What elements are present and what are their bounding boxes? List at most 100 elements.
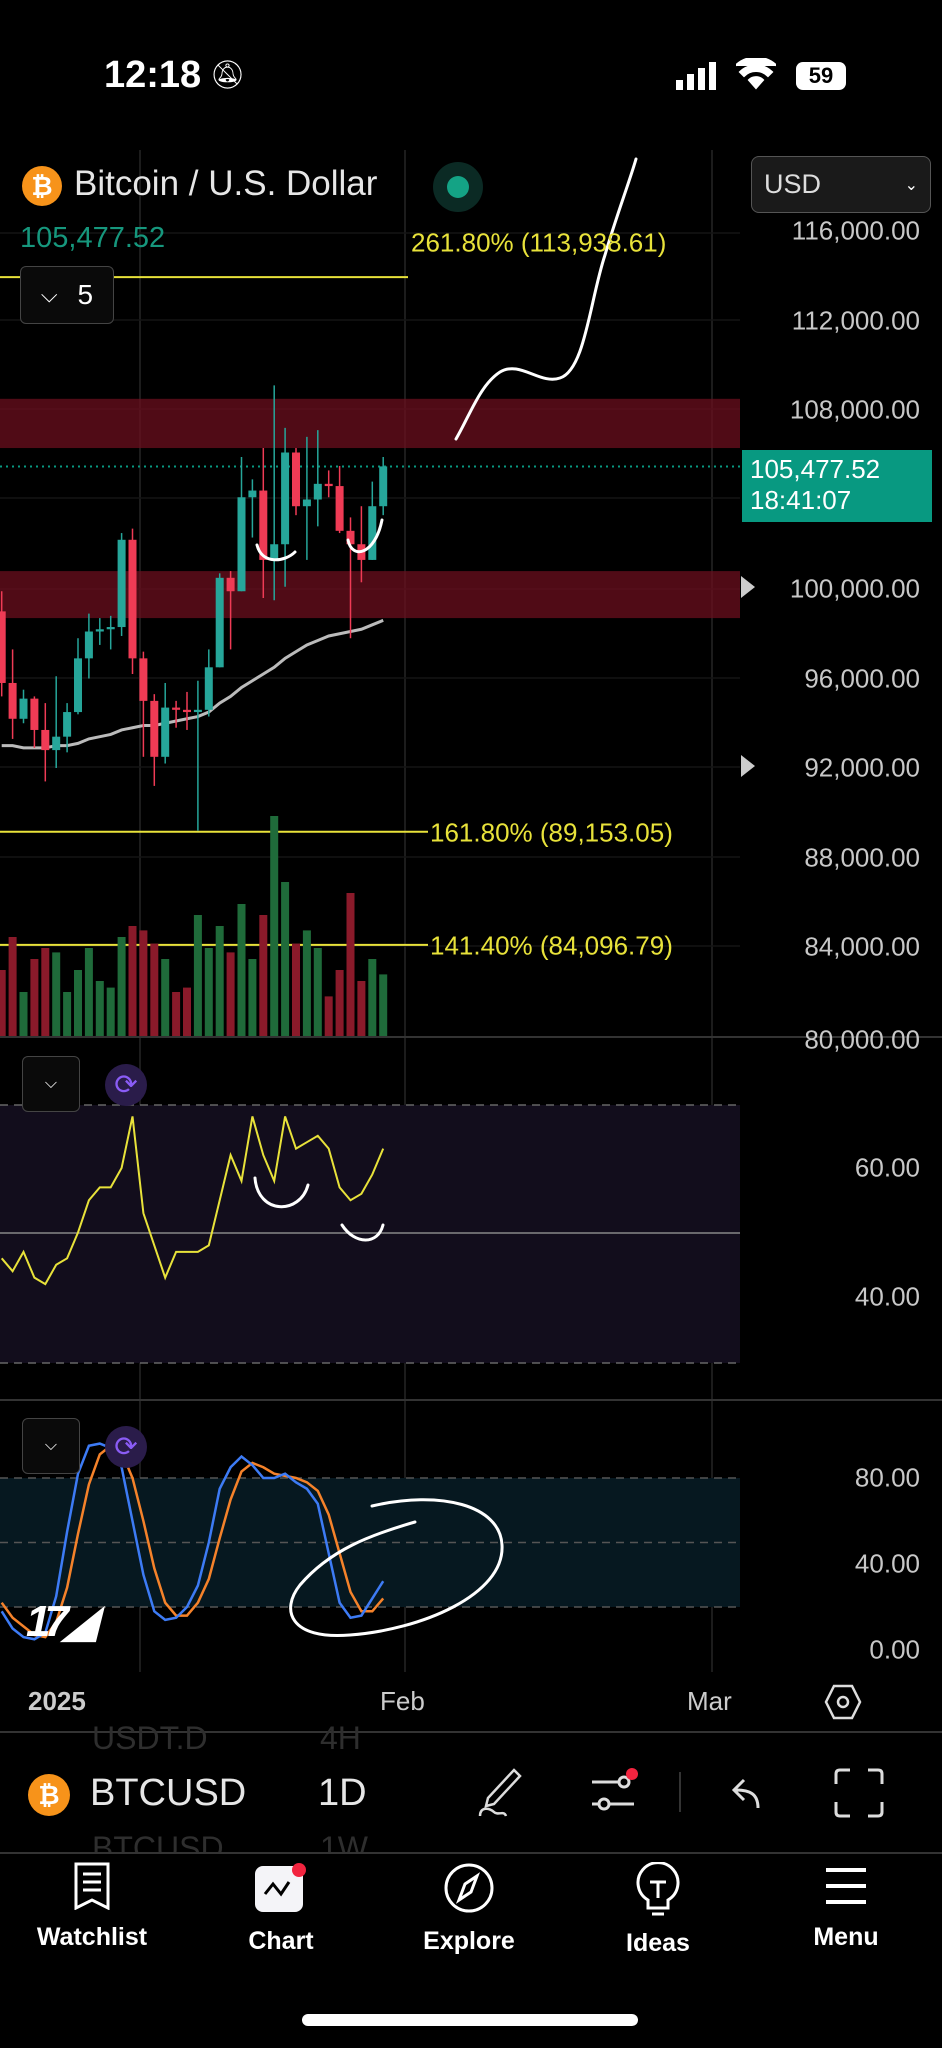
fib-label-161: 161.80% (89,153.05) [430, 817, 673, 848]
candle-body [346, 530, 355, 545]
drawing-smile [255, 543, 297, 562]
volume-bar [357, 981, 366, 1036]
chevron-down-icon: ⌵ [44, 1075, 58, 1092]
candle-body [150, 700, 159, 757]
candle-body [8, 682, 17, 719]
candle-body [63, 712, 72, 737]
indicators-icon[interactable] [588, 1766, 642, 1816]
candle-body [95, 629, 104, 632]
candle-body [74, 658, 82, 713]
volume-bar [183, 987, 191, 1036]
symbol-title[interactable]: Bitcoin / U.S. Dollar [74, 164, 378, 203]
stoch-collapse-button[interactable]: ⌵ [22, 1418, 80, 1474]
moving-average-line [1, 618, 384, 750]
chevron-down-icon: ⌵ [40, 282, 58, 307]
volume-bar [128, 926, 137, 1036]
volume-bar [302, 930, 311, 1036]
candle-body [368, 506, 377, 560]
volume-bar [106, 987, 115, 1036]
candle-body [379, 466, 388, 507]
rsi-line [0, 1116, 385, 1286]
tab-chart[interactable]: Chart [211, 1862, 351, 1956]
time-label-2025: 2025 [28, 1686, 86, 1716]
candle-body [302, 499, 311, 507]
candle-body [139, 658, 148, 701]
alert-arrow-icon[interactable] [741, 576, 755, 598]
candle-body [41, 729, 50, 751]
volume-bar [346, 893, 355, 1036]
tab-watchlist[interactable]: Watchlist [22, 1862, 162, 1952]
mute-icon: 🔕︎ [210, 59, 246, 90]
stoch-axis-80: 80.00 [854, 1462, 920, 1493]
volume-bar [204, 948, 213, 1036]
candle-body [193, 709, 202, 713]
currency-value: USD [764, 169, 822, 199]
stoch-d-line [0, 1444, 385, 1639]
candle-body [52, 736, 61, 751]
price-chart[interactable] [0, 0, 942, 1700]
bar-countdown: 18:41:07 [750, 485, 852, 515]
volume-bar [215, 926, 224, 1036]
volume-bar [95, 981, 104, 1036]
currency-select[interactable]: USD ⌄ [751, 156, 931, 213]
rsi-band [0, 1105, 740, 1363]
rsi-settings-icon[interactable]: ⟳ [105, 1064, 147, 1106]
tab-ideas[interactable]: Ideas [588, 1861, 728, 1958]
price-axis-label: 92,000.00 [804, 752, 920, 783]
volume-bar [259, 915, 268, 1036]
next-interval: 1W [320, 1830, 368, 1852]
price-axis-label: 88,000.00 [804, 842, 920, 872]
volume-bar [63, 992, 72, 1036]
volume-bar [281, 882, 290, 1036]
toolbar-divider [679, 1772, 681, 1812]
volume-bar [237, 904, 246, 1036]
candle-body [281, 452, 290, 545]
divider [0, 1852, 942, 1854]
prev-interval: 4H [320, 1720, 361, 1756]
current-price: 105,477.52 [750, 454, 881, 484]
interval-selector[interactable]: 1D [318, 1772, 367, 1814]
lightbulb-icon [636, 1861, 680, 1916]
drawing-arrow-curve [454, 157, 638, 441]
volume-bar [30, 959, 39, 1036]
candle-body [183, 709, 191, 713]
volume-bar [226, 952, 235, 1036]
volume-bar [139, 930, 148, 1036]
price-axis-label: 116,000.00 [791, 215, 920, 246]
alert-arrow-icon[interactable] [741, 755, 755, 777]
tab-menu[interactable]: Menu [776, 1862, 916, 1952]
volume-bar [368, 959, 377, 1036]
candle-body [324, 483, 333, 487]
watchlist-icon [74, 1862, 110, 1911]
volume-bar [379, 974, 388, 1036]
stoch-settings-icon[interactable]: ⟳ [105, 1426, 147, 1468]
chart-settings-icon[interactable] [824, 1684, 862, 1720]
volume-bar [248, 959, 257, 1036]
candle-body [106, 627, 115, 630]
drawing-tool-icon[interactable] [476, 1766, 526, 1820]
tab-explore[interactable]: Explore [399, 1862, 539, 1956]
volume-bar [193, 915, 202, 1036]
drawing-circle [289, 1498, 504, 1638]
battery-indicator: 59 [796, 62, 846, 90]
fullscreen-icon[interactable] [834, 1768, 884, 1818]
rsi-axis-60: 60.00 [854, 1152, 920, 1183]
candle-body [237, 497, 246, 592]
candle-body [248, 490, 257, 498]
volume-bar [84, 948, 93, 1036]
volume-bar [117, 937, 126, 1036]
undo-icon[interactable] [728, 1776, 764, 1812]
header-price: 105,477.52 [20, 222, 166, 254]
rsi-axis-40: 40.00 [854, 1281, 920, 1312]
divider [0, 1731, 942, 1733]
candle-body [161, 707, 170, 757]
cellular-icon [676, 60, 716, 90]
volume-bar [19, 992, 28, 1036]
prev-symbol: USDT.D [92, 1720, 208, 1756]
symbol-selector[interactable]: BTCUSD [90, 1772, 247, 1814]
rsi-collapse-button[interactable]: ⌵ [22, 1056, 80, 1112]
drawing-smile [346, 518, 384, 553]
volume-bar [41, 948, 50, 1036]
indicator-count: 5 [77, 279, 94, 310]
indicators-toggle-button[interactable]: ⌵ 5 [20, 266, 114, 324]
